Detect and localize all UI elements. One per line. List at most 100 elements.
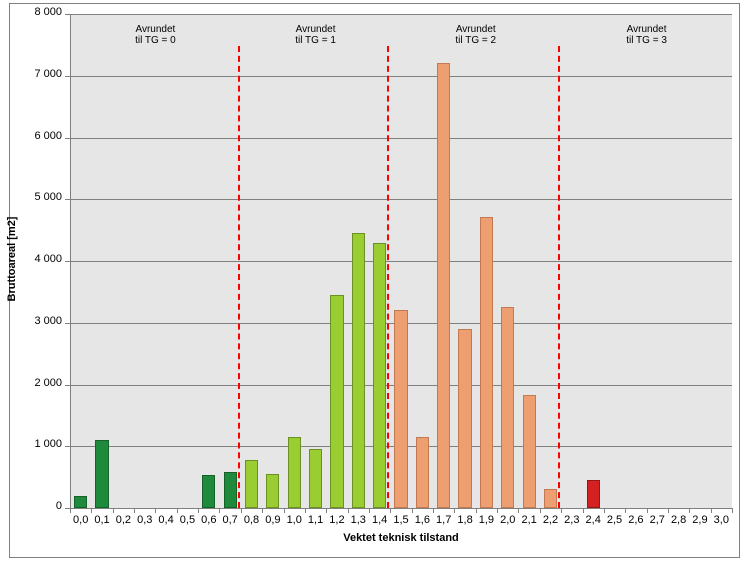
y-axis-title: Bruttoareal [m2] (6, 159, 18, 359)
y-gridline (70, 138, 732, 139)
bar (394, 310, 407, 508)
x-tick-label: 1,2 (326, 514, 347, 526)
x-tick-mark (369, 508, 370, 513)
x-tick-mark (518, 508, 519, 513)
region-divider (558, 46, 560, 508)
x-tick-mark (70, 508, 71, 513)
bar (352, 233, 365, 508)
x-tick-mark (91, 508, 92, 513)
region-divider (387, 46, 389, 508)
x-tick-mark (711, 508, 712, 513)
y-tick-label: 8 000 (34, 6, 62, 18)
region-label-line1: Avrundet (95, 24, 215, 35)
x-tick-mark (454, 508, 455, 513)
x-tick-mark (583, 508, 584, 513)
y-tick-label: 4 000 (34, 253, 62, 265)
region-label: Avrundettil TG = 1 (256, 24, 376, 46)
x-tick-mark (262, 508, 263, 513)
x-tick-mark (412, 508, 413, 513)
x-tick-mark (540, 508, 541, 513)
x-tick-label: 1,3 (348, 514, 369, 526)
x-tick-label: 1,9 (476, 514, 497, 526)
x-tick-mark (732, 508, 733, 513)
y-tick-label: 5 000 (34, 191, 62, 203)
region-label-line2: til TG = 3 (587, 35, 707, 46)
region-label-line2: til TG = 2 (416, 35, 536, 46)
x-tick-label: 0,7 (219, 514, 240, 526)
bar (544, 489, 557, 508)
region-label-line1: Avrundet (256, 24, 376, 35)
x-tick-label: 1,7 (433, 514, 454, 526)
x-tick-mark (305, 508, 306, 513)
x-tick-mark (476, 508, 477, 513)
x-tick-label: 0,4 (155, 514, 176, 526)
y-gridline (70, 199, 732, 200)
x-tick-label: 0,9 (262, 514, 283, 526)
bar (501, 307, 514, 508)
x-tick-label: 2,2 (540, 514, 561, 526)
y-tick-label: 6 000 (34, 130, 62, 142)
x-tick-label: 2,0 (497, 514, 518, 526)
x-tick-mark (390, 508, 391, 513)
region-label: Avrundettil TG = 2 (416, 24, 536, 46)
x-tick-label: 2,8 (668, 514, 689, 526)
bar (330, 295, 343, 508)
bar (266, 474, 279, 508)
x-tick-mark (177, 508, 178, 513)
y-tick-label: 7 000 (34, 68, 62, 80)
x-tick-label: 1,8 (454, 514, 475, 526)
x-tick-label: 0,5 (177, 514, 198, 526)
bar (437, 63, 450, 508)
bar (458, 329, 471, 508)
x-tick-label: 2,6 (625, 514, 646, 526)
x-tick-mark (155, 508, 156, 513)
x-tick-mark (134, 508, 135, 513)
x-tick-mark (219, 508, 220, 513)
x-tick-label: 0,8 (241, 514, 262, 526)
region-label-line1: Avrundet (587, 24, 707, 35)
x-tick-mark (689, 508, 690, 513)
y-tick-label: 1 000 (34, 438, 62, 450)
x-tick-mark (647, 508, 648, 513)
region-label-line1: Avrundet (416, 24, 536, 35)
bar (523, 395, 536, 508)
y-gridline (70, 508, 732, 509)
region-divider (238, 46, 240, 508)
x-tick-label: 1,1 (305, 514, 326, 526)
x-tick-mark (113, 508, 114, 513)
y-axis-line (70, 14, 71, 508)
x-tick-mark (241, 508, 242, 513)
x-tick-mark (348, 508, 349, 513)
x-tick-label: 2,1 (518, 514, 539, 526)
x-tick-mark (326, 508, 327, 513)
x-tick-label: 2,4 (583, 514, 604, 526)
x-tick-label: 2,3 (561, 514, 582, 526)
bar (288, 437, 301, 508)
x-tick-mark (284, 508, 285, 513)
x-tick-mark (497, 508, 498, 513)
x-axis-title: Vektet teknisk tilstand (70, 532, 732, 544)
x-tick-label: 1,4 (369, 514, 390, 526)
bar (309, 449, 322, 508)
bar (587, 480, 600, 508)
y-gridline (70, 76, 732, 77)
x-tick-label: 3,0 (711, 514, 732, 526)
region-label-line2: til TG = 1 (256, 35, 376, 46)
x-tick-label: 0,6 (198, 514, 219, 526)
x-tick-label: 2,7 (647, 514, 668, 526)
bar (480, 217, 493, 508)
x-tick-label: 1,5 (390, 514, 411, 526)
bar (373, 243, 386, 508)
region-label-line2: til TG = 0 (95, 35, 215, 46)
y-gridline (70, 14, 732, 15)
x-tick-label: 1,0 (284, 514, 305, 526)
x-tick-label: 2,9 (689, 514, 710, 526)
y-tick-label: 2 000 (34, 377, 62, 389)
bar (416, 437, 429, 508)
bar (245, 460, 258, 508)
x-tick-label: 0,3 (134, 514, 155, 526)
y-tick-label: 3 000 (34, 315, 62, 327)
x-tick-mark (604, 508, 605, 513)
x-tick-mark (198, 508, 199, 513)
bar (224, 472, 237, 508)
